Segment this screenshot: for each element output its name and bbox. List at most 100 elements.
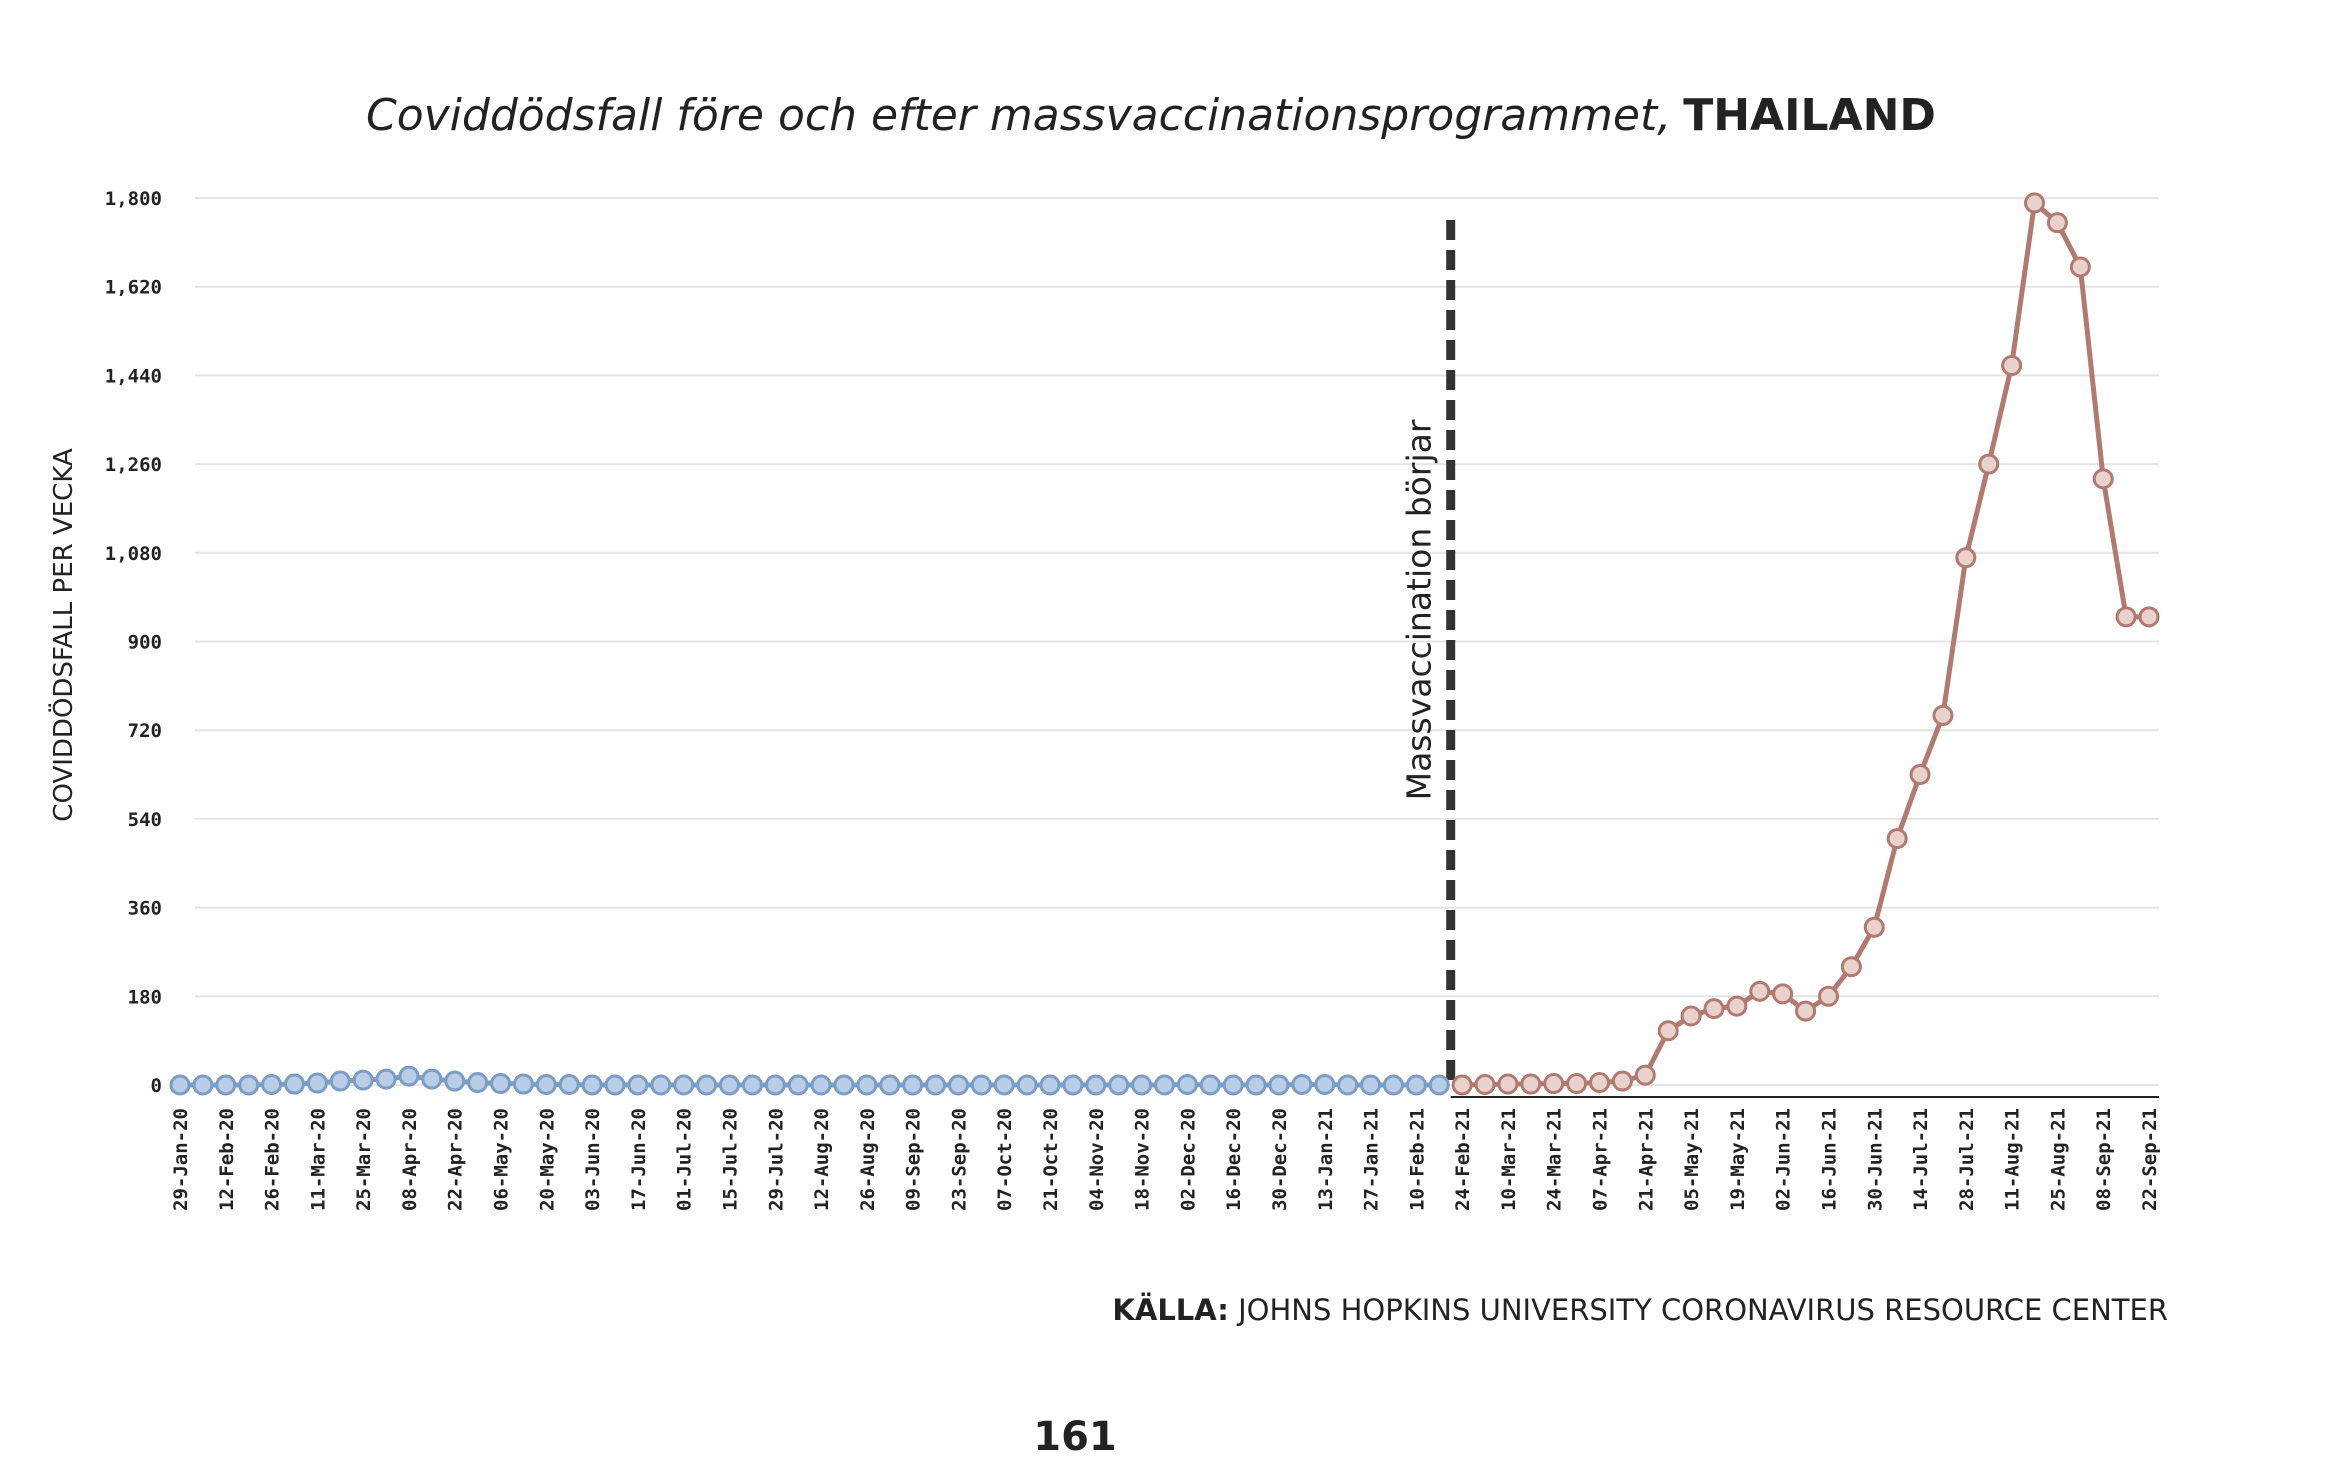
x-tick-label: 29-Jul-20 <box>765 1108 787 1211</box>
x-tick-label: 15-Jul-20 <box>719 1108 741 1211</box>
x-tick-label: 25-Mar-20 <box>353 1108 375 1211</box>
data-point <box>879 1074 901 1096</box>
x-tick-label: 18-Nov-20 <box>1132 1108 1154 1211</box>
data-point <box>283 1073 305 1095</box>
data-point <box>558 1074 580 1096</box>
data-point <box>1909 764 1931 786</box>
data-point <box>421 1068 443 1090</box>
data-point <box>1520 1073 1542 1095</box>
data-point <box>467 1072 489 1094</box>
data-point <box>925 1074 947 1096</box>
x-tick-label: 02-Jun-21 <box>1773 1108 1795 1211</box>
data-point <box>1268 1074 1290 1096</box>
data-point <box>1611 1070 1633 1092</box>
page-number: 161 <box>1033 1414 1117 1460</box>
data-point <box>1016 1074 1038 1096</box>
data-point <box>2115 606 2137 628</box>
y-tick-label: 180 <box>128 986 162 1008</box>
data-point <box>1039 1074 1061 1096</box>
data-point <box>1451 1074 1473 1096</box>
x-tick-label: 19-May-21 <box>1727 1108 1749 1211</box>
data-point <box>947 1074 969 1096</box>
chart-title: Coviddödsfall före och efter massvaccina… <box>366 90 1671 141</box>
data-point <box>1863 916 1885 938</box>
data-point <box>512 1073 534 1095</box>
data-point <box>1497 1073 1519 1095</box>
data-point <box>650 1074 672 1096</box>
data-point <box>1886 828 1908 850</box>
x-tick-label: 23-Sep-20 <box>948 1108 970 1211</box>
x-tick-label: 11-Mar-20 <box>307 1108 329 1211</box>
data-point <box>375 1068 397 1090</box>
data-point <box>1932 704 1954 726</box>
data-point <box>352 1069 374 1091</box>
y-tick-label: 1,440 <box>105 365 162 387</box>
data-point <box>696 1074 718 1096</box>
x-tick-label: 10-Mar-21 <box>1498 1108 1520 1211</box>
data-point <box>2024 192 2046 214</box>
x-tick-label: 17-Jun-20 <box>628 1108 650 1211</box>
y-axis-label: COVIDDÖDSFALL PER VECKA <box>47 448 79 822</box>
y-tick-label: 540 <box>128 809 162 831</box>
data-point <box>993 1074 1015 1096</box>
data-point <box>1703 998 1725 1020</box>
x-tick-label: 22-Apr-20 <box>445 1108 467 1211</box>
data-point <box>787 1074 809 1096</box>
x-tick-label: 12-Aug-20 <box>811 1108 833 1211</box>
data-point <box>2138 606 2160 628</box>
data-point <box>1291 1074 1313 1096</box>
data-point <box>970 1074 992 1096</box>
data-point <box>1337 1074 1359 1096</box>
data-point <box>1428 1074 1450 1096</box>
x-tick-label: 26-Aug-20 <box>857 1108 879 1211</box>
data-point <box>1955 547 1977 569</box>
data-point <box>1978 453 2000 475</box>
data-point <box>1680 1005 1702 1027</box>
data-point <box>1154 1074 1175 1096</box>
x-tick-label: 21-Apr-21 <box>1635 1108 1657 1211</box>
y-tick-label: 1,080 <box>105 543 162 565</box>
data-point <box>238 1074 260 1096</box>
data-point <box>1314 1074 1336 1096</box>
x-tick-label: 22-Sep-21 <box>2139 1108 2161 1211</box>
data-point <box>1795 1000 1817 1022</box>
x-tick-label: 13-Jan-21 <box>1315 1108 1337 1211</box>
data-point <box>329 1070 351 1092</box>
x-tick-label: 24-Mar-21 <box>1544 1108 1566 1211</box>
data-point <box>1108 1074 1130 1096</box>
series-line <box>1462 198 2149 1088</box>
source-text: JOHNS HOPKINS UNIVERSITY CORONAVIRUS RES… <box>1236 1293 2168 1327</box>
data-point <box>306 1072 328 1094</box>
x-tick-label: 16-Jun-21 <box>1818 1108 1840 1211</box>
source-label: KÄLLA: <box>1112 1293 1228 1327</box>
x-tick-label: 12-Feb-20 <box>216 1108 238 1211</box>
data-point <box>1772 983 1794 1005</box>
data-point <box>1543 1073 1565 1095</box>
data-point <box>1245 1074 1267 1096</box>
data-point <box>1131 1074 1153 1096</box>
data-point <box>1405 1074 1427 1096</box>
x-tick-label: 02-Dec-20 <box>1177 1108 1199 1211</box>
data-point <box>215 1074 237 1096</box>
x-tick-label: 25-Aug-21 <box>2047 1108 2069 1211</box>
y-tick-label: 1,620 <box>105 277 162 299</box>
x-tick-label: 05-May-21 <box>1681 1108 1703 1211</box>
data-point <box>535 1074 557 1096</box>
data-point <box>1589 1072 1611 1094</box>
data-point <box>1634 1064 1656 1086</box>
data-point <box>1749 980 1771 1002</box>
data-point <box>1360 1074 1382 1096</box>
data-point <box>673 1074 695 1096</box>
data-point <box>1474 1074 1496 1096</box>
x-tick-label: 21-Oct-20 <box>1040 1108 1062 1211</box>
data-point <box>1222 1074 1244 1096</box>
data-point <box>718 1074 740 1096</box>
data-point <box>261 1074 283 1096</box>
data-point <box>1199 1074 1221 1096</box>
data-point <box>833 1074 855 1096</box>
x-tick-label: 26-Feb-20 <box>262 1108 284 1211</box>
x-tick-label: 07-Apr-21 <box>1590 1108 1612 1211</box>
x-tick-label: 24-Feb-21 <box>1452 1108 1474 1211</box>
data-point <box>764 1074 786 1096</box>
